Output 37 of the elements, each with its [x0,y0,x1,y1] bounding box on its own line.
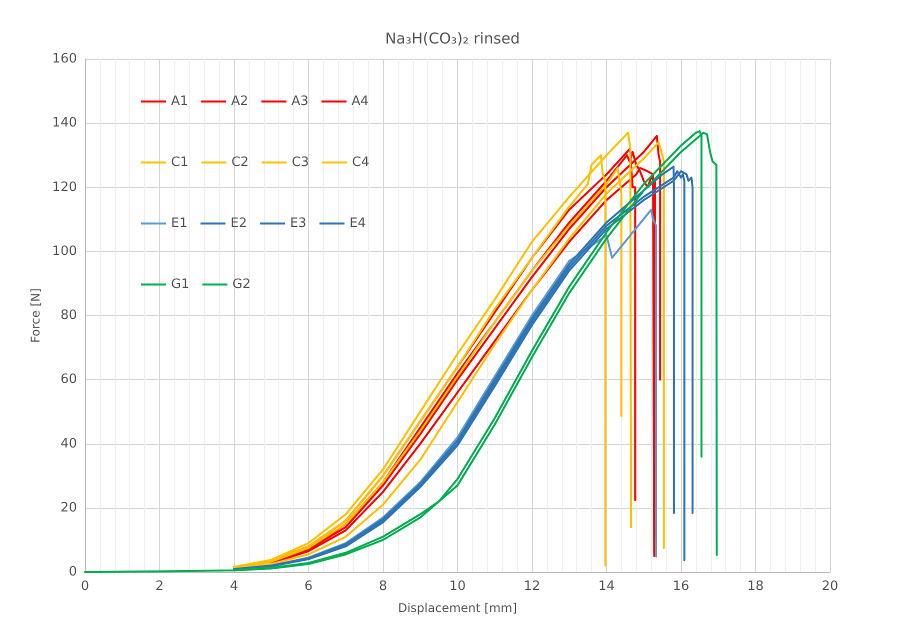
legend-label: G1 [171,277,190,292]
legend-label: C1 [171,155,188,170]
x-tick-label: 0 [80,579,90,594]
legend-label: C4 [352,155,370,170]
legend-label: C3 [292,155,310,170]
x-tick-label: 12 [524,579,540,594]
legend-label: G2 [232,277,251,292]
legend-label: E4 [349,216,366,231]
x-tick-label: 2 [155,579,164,594]
x-tick-label: 16 [672,579,690,594]
x-tick-label: 18 [747,579,764,594]
y-tick-label: 100 [52,244,77,259]
legend-label: A4 [351,94,369,109]
legend-label: A1 [171,94,188,109]
legend-label: A3 [291,94,308,109]
y-tick-label: 120 [52,180,77,195]
x-axis-title: Displacement [mm] [398,601,518,615]
legend-label: E3 [290,216,306,231]
y-axis-title: Force [N] [28,288,42,343]
y-tick-label: 0 [68,564,77,580]
y-tick-label: 60 [60,372,77,388]
legend-label: E1 [171,216,188,231]
legend-label: C2 [231,155,249,170]
legend-label: E2 [230,216,247,231]
y-tick-label: 160 [52,52,77,66]
x-tick-label: 14 [598,579,615,594]
x-tick-label: 10 [449,579,466,594]
x-tick-label: 20 [822,579,838,594]
legend-label: A2 [231,94,248,109]
x-tick-label: 4 [230,579,238,594]
y-tick-label: 40 [60,436,77,452]
y-tick-label: 140 [52,116,77,131]
x-tick-label: 8 [378,579,388,594]
y-tick-label: 80 [60,308,77,323]
y-tick-label: 20 [60,500,77,516]
chart-title: Na₃H(CO₃)₂ rinsed [385,30,520,48]
x-tick-label: 6 [304,579,313,594]
